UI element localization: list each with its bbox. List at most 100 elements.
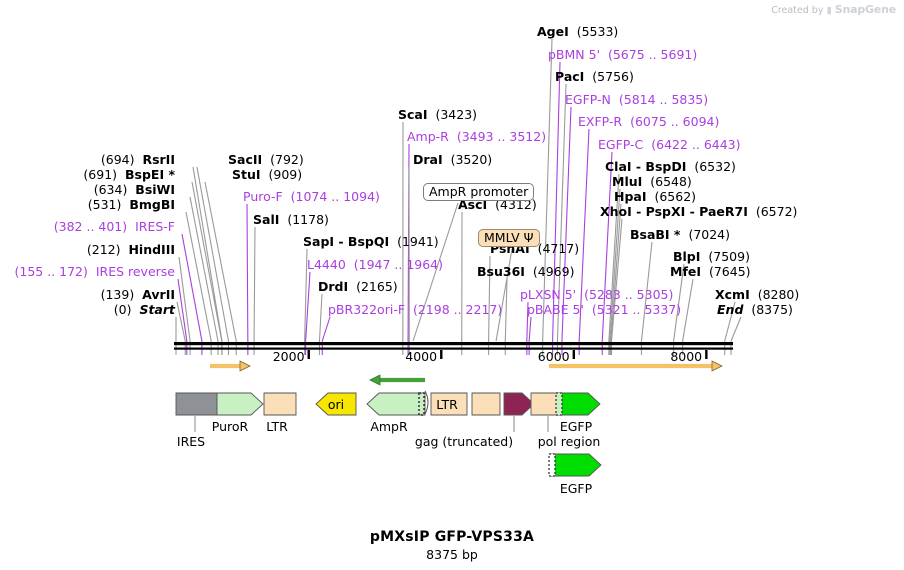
annotation-stui[interactable]: StuI (909)	[232, 168, 302, 181]
annotation-start[interactable]: (0) Start	[0, 303, 175, 316]
feature-label-LTR-right: LTR	[436, 397, 458, 412]
annotation-bsabi[interactable]: BsaBI * (7024)	[630, 228, 730, 241]
annotation-name: XhoI - PspXI - PaeR7I	[600, 204, 748, 219]
annotation-ires-f[interactable]: (382 .. 401) IRES-F	[0, 220, 175, 233]
annotation-leader-line	[724, 301, 736, 342]
feature-label-pol-region: pol region	[537, 434, 601, 449]
annotation-end[interactable]: End (8375)	[717, 303, 793, 316]
annotation-egfp-n[interactable]: EGFP-N (5814 .. 5835)	[565, 93, 708, 106]
annotation-name: AgeI	[537, 24, 569, 39]
annotation-pbabe-5[interactable]: pBABE 5' (5321 .. 5337)	[527, 303, 681, 316]
feature-callout-mmlv[interactable]: MMLV Ψ	[478, 229, 540, 247]
feature-shape-LTR-left[interactable]	[263, 392, 297, 416]
ruler-bar-bottom	[174, 347, 733, 350]
annotation-leader-line	[196, 166, 230, 342]
annotation-position: (8375)	[751, 302, 793, 317]
annotation-drdi[interactable]: DrdI (2165)	[318, 280, 398, 293]
annotation-xcmi[interactable]: XcmI (8280)	[715, 288, 799, 301]
feature-leader-line	[495, 248, 513, 342]
feature-shape-gag-truncated[interactable]	[503, 392, 535, 416]
annotation-position: (1178)	[287, 212, 329, 227]
annotation-hindiii[interactable]: (212) HindIII	[0, 243, 175, 256]
ampr-direction-arrow	[369, 374, 425, 386]
annotation-position: (0)	[113, 302, 132, 317]
annotation-pbr322ori-f[interactable]: pBR322ori-F (2198 .. 2217)	[328, 303, 502, 316]
feature-shape-ori[interactable]	[315, 392, 357, 416]
annotation-position: (5533)	[576, 24, 619, 39]
annotation-hpai[interactable]: HpaI (6562)	[614, 190, 696, 203]
annotation-sapi-bspqi[interactable]: SapI - BspQI (1941)	[303, 235, 439, 248]
annotation-position: (1941)	[397, 234, 439, 249]
annotation-scai[interactable]: ScaI (3423)	[398, 108, 477, 121]
annotation-rsrii[interactable]: (694) RsrII	[0, 153, 175, 166]
ruler-tick	[705, 350, 708, 359]
annotation-agei[interactable]: AgeI (5533)	[537, 25, 618, 38]
feature-shape-LTR-right[interactable]	[430, 392, 468, 416]
annotation-puro-f[interactable]: Puro-F (1074 .. 1094)	[243, 190, 380, 203]
annotation-sali[interactable]: SalI (1178)	[253, 213, 329, 226]
feature-label-EGFP-second: EGFP	[559, 481, 593, 496]
annotation-position: (5283 .. 5305)	[584, 287, 674, 302]
feature-label-PuroR: PuroR	[211, 419, 249, 434]
annotation-exfp-r[interactable]: EXFP-R (6075 .. 6094)	[578, 115, 719, 128]
feature-label-gag-truncated: gag (truncated)	[414, 434, 514, 449]
annotation-name: BspEI *	[125, 167, 175, 182]
annotation-name: HpaI	[614, 189, 647, 204]
annotation-position: (3423)	[435, 107, 478, 122]
annotation-leader-line	[578, 128, 590, 342]
annotation-name: HindIII	[128, 242, 175, 257]
annotation-position: (6562)	[654, 189, 697, 204]
annotation-leader-line	[556, 83, 567, 342]
annotation-position: (909)	[268, 167, 303, 182]
annotation-avrii[interactable]: (139) AvrII	[0, 288, 175, 301]
annotation-clai-bspdi[interactable]: ClaI - BspDI (6532)	[605, 160, 736, 173]
feature-shape-EGFP-second[interactable]	[550, 453, 602, 477]
feature-shape-AmpR[interactable]	[366, 392, 426, 416]
annotation-mlui[interactable]: MluI (6548)	[612, 175, 692, 188]
annotation-leader-line	[542, 38, 553, 342]
ruler-tick-label: 4000	[405, 349, 437, 364]
annotation-pbmn-5[interactable]: pBMN 5' (5675 .. 5691)	[548, 48, 697, 61]
ruler-bar-top	[174, 342, 733, 346]
annotation-name: IRES-F	[135, 219, 175, 234]
annotation-sacii[interactable]: SacII (792)	[228, 153, 304, 166]
annotation-egfp-c[interactable]: EGFP-C (6422 .. 6443)	[598, 138, 741, 151]
annotation-ires-reverse[interactable]: (155 .. 172) IRES reverse	[0, 265, 176, 278]
annotation-bsu36i[interactable]: Bsu36I (4969)	[477, 265, 574, 278]
annotation-position: (4717)	[537, 241, 580, 256]
ampr-junction-hatch	[418, 392, 425, 416]
annotation-drai[interactable]: DraI (3520)	[413, 153, 492, 166]
annotation-bmgbi[interactable]: (531) BmgBI	[0, 198, 175, 211]
annotation-blpi[interactable]: BlpI (7509)	[673, 250, 750, 263]
annotation-name: pBR322ori-F	[328, 302, 406, 317]
annotation-xhoi-pspxi-paer7i[interactable]: XhoI - PspXI - PaeR7I (6572)	[600, 205, 797, 218]
annotation-position: (6548)	[650, 174, 692, 189]
feature-label-IRES: IRES	[176, 434, 206, 449]
annotation-paci[interactable]: PacI (5756)	[555, 70, 634, 83]
feature-shape-PuroR[interactable]	[216, 392, 264, 416]
annotation-position: (6422 .. 6443)	[651, 137, 741, 152]
annotation-l4440[interactable]: L4440 (1947 .. 1964)	[307, 258, 443, 271]
annotation-name: DrdI	[318, 279, 349, 294]
annotation-name: Amp-R	[407, 129, 449, 144]
annotation-asci[interactable]: AscI (4312)	[458, 198, 537, 211]
ruler-tick-label: 8000	[670, 349, 702, 364]
feature-shape-unnamed-box-1[interactable]	[471, 392, 501, 416]
annotation-name: ClaI - BspDI	[605, 159, 687, 174]
annotation-amp-r[interactable]: Amp-R (3493 .. 3512)	[407, 130, 546, 143]
annotation-leader-line	[305, 271, 311, 342]
annotation-plxsn-5[interactable]: pLXSN 5' (5283 .. 5305)	[520, 288, 673, 301]
annotation-leader-line	[189, 196, 219, 342]
annotation-bspei[interactable]: (691) BspEI *	[0, 168, 175, 181]
annotation-mfei[interactable]: MfeI (7645)	[670, 265, 751, 278]
annotation-bsiwi[interactable]: (634) BsiWI	[0, 183, 175, 196]
annotation-name: StuI	[232, 167, 261, 182]
annotation-name: SalI	[253, 212, 280, 227]
feature-callout-ampr-promoter[interactable]: AmpR promoter	[423, 183, 535, 201]
annotation-name: pBMN 5'	[548, 47, 601, 62]
created-by-label: Created by	[771, 5, 824, 16]
annotation-leader-line	[610, 203, 622, 342]
puror-direction-arrow	[210, 360, 251, 372]
annotation-position: (5321 .. 5337)	[591, 302, 682, 317]
